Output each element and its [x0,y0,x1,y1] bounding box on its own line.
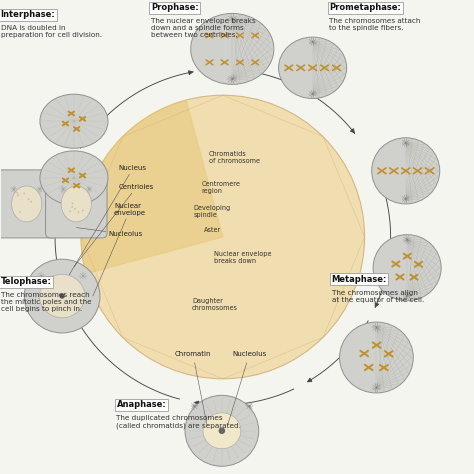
Text: Nucleolus: Nucleolus [228,351,266,426]
Ellipse shape [339,322,413,393]
Circle shape [28,198,29,200]
Text: The chromosomes align
at the equator of the cell.: The chromosomes align at the equator of … [331,290,424,303]
Circle shape [71,206,73,208]
Ellipse shape [185,395,259,466]
Text: Centrioles: Centrioles [74,184,154,267]
Text: Prophase:: Prophase: [151,3,199,12]
Text: Developing
spindle: Developing spindle [193,205,231,218]
Text: The chromosomes attach
to the spindle fibers.: The chromosomes attach to the spindle fi… [329,18,420,31]
Circle shape [82,210,84,211]
Circle shape [78,211,80,213]
Text: Nuclear
envelope: Nuclear envelope [93,203,146,296]
Text: Daughter
chromosomes: Daughter chromosomes [192,299,238,311]
Ellipse shape [40,151,108,205]
FancyBboxPatch shape [46,170,107,238]
Ellipse shape [279,37,346,99]
Circle shape [74,208,76,210]
Text: The duplicated chromosomes
(called chromatids) are separated.: The duplicated chromosomes (called chrom… [117,415,241,428]
Ellipse shape [40,94,108,148]
Circle shape [17,192,18,194]
Circle shape [23,192,25,194]
Ellipse shape [203,413,241,449]
Polygon shape [81,100,223,273]
Text: Centromere
region: Centromere region [201,181,240,194]
Circle shape [81,95,365,379]
Ellipse shape [191,13,274,84]
Text: Interphase:: Interphase: [0,10,55,19]
FancyBboxPatch shape [0,170,57,238]
Text: Metaphase:: Metaphase: [331,275,387,284]
Circle shape [17,194,19,196]
Circle shape [19,211,21,213]
Text: DNA is doubled in
preparation for cell division.: DNA is doubled in preparation for cell d… [0,25,102,38]
Circle shape [69,210,71,212]
Text: Telophase:: Telophase: [0,277,52,286]
Text: Nuclear envelope
breaks down: Nuclear envelope breaks down [214,251,272,264]
Text: Chromatids
of chromosome: Chromatids of chromosome [209,151,260,164]
Text: Chromatin: Chromatin [174,351,211,426]
Circle shape [219,428,225,434]
Circle shape [30,201,32,202]
Text: Anaphase:: Anaphase: [117,400,166,409]
Ellipse shape [39,274,85,318]
Circle shape [60,293,65,299]
Ellipse shape [61,186,91,222]
Text: The chromosomes reach
the mitotic poles and the
cell begins to pinch in.: The chromosomes reach the mitotic poles … [0,292,91,312]
Ellipse shape [24,259,100,333]
Text: Nucleus: Nucleus [69,165,147,275]
Text: Prometaphase:: Prometaphase: [329,3,401,12]
Text: Aster: Aster [204,227,221,233]
Text: The nuclear envelope breaks
down and a spindle forms
between two centrioles.: The nuclear envelope breaks down and a s… [151,18,256,38]
Text: Nucleolus: Nucleolus [76,228,143,237]
Ellipse shape [11,186,42,222]
Ellipse shape [373,235,441,301]
Circle shape [72,202,73,204]
Ellipse shape [372,138,440,204]
